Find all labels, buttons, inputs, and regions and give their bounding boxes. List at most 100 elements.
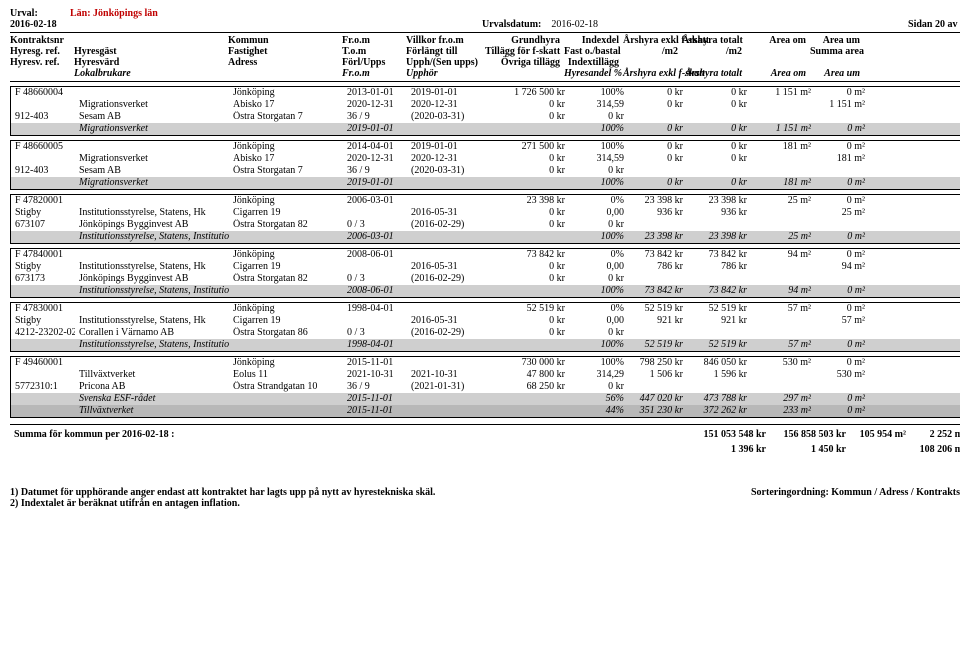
cell: 181 m²	[751, 141, 811, 153]
cell	[687, 165, 747, 177]
cell	[15, 339, 75, 351]
cell	[411, 249, 486, 261]
cell	[347, 261, 407, 273]
cell: 0 kr	[687, 177, 747, 189]
cell	[628, 219, 683, 231]
cell: 0 / 3	[347, 327, 407, 339]
cell	[628, 273, 683, 285]
cell: 1 596 kr	[687, 369, 747, 381]
cell: Jönköping	[233, 195, 343, 207]
urvalsdatum: Urvalsdatum: 2016-02-18	[210, 19, 870, 30]
cell	[869, 393, 919, 405]
col-h: Fast o./bastal	[564, 46, 619, 57]
cell	[869, 369, 919, 381]
cell: 530 m²	[815, 369, 865, 381]
cell: 1998-04-01	[347, 339, 407, 351]
col-h: Summa area	[810, 46, 860, 57]
cell: Stigby	[15, 207, 75, 219]
table-row: Migrationsverket2019-01-01100%0 kr0 kr1 …	[11, 123, 960, 135]
cell	[869, 339, 919, 351]
col-h: Upphör	[406, 68, 481, 79]
cell: Jönköpings Bygginvest AB	[79, 273, 229, 285]
table-row: F 48660005Jönköping2014-04-012019-01-012…	[11, 141, 960, 153]
cell	[490, 231, 565, 243]
column-headers: Kontraktsnr Kommun Fr.o.m Villkor fr.o.m…	[10, 35, 960, 46]
cell	[233, 231, 343, 243]
cell: 0 kr	[569, 111, 624, 123]
cell: F 49460001	[15, 357, 75, 369]
cell	[628, 327, 683, 339]
cell: 52 519 kr	[628, 303, 683, 315]
cell	[869, 249, 919, 261]
totals-v: 1 396 kr	[686, 444, 766, 455]
cell: 94 m²	[751, 249, 811, 261]
col-h: Övriga tillägg	[485, 57, 560, 68]
cell: 2016-05-31	[411, 261, 486, 273]
cell: 271 500 kr	[490, 141, 565, 153]
col-h: Area um	[810, 68, 860, 79]
cell	[490, 339, 565, 351]
cell	[869, 327, 919, 339]
cell: 0 kr	[687, 141, 747, 153]
footnote-1: 1) Datumet för upphörande anger endast a…	[10, 487, 435, 498]
cell	[628, 111, 683, 123]
cell: Migrationsverket	[79, 123, 229, 135]
cell: 912-403	[15, 165, 75, 177]
cell: 25 m²	[815, 207, 865, 219]
cell: 936 kr	[687, 207, 747, 219]
cell	[869, 177, 919, 189]
cell: 2008-06-01	[347, 285, 407, 297]
cell	[411, 303, 486, 315]
cell	[79, 141, 229, 153]
cell: 25 m²	[751, 195, 811, 207]
divider	[10, 424, 960, 425]
cell: 23 398 kr	[490, 195, 565, 207]
cell: 94 m²	[751, 285, 811, 297]
cell: 52 519 kr	[687, 303, 747, 315]
cell: Sesam AB	[79, 165, 229, 177]
cell	[79, 357, 229, 369]
cell: (2016-02-29)	[411, 273, 486, 285]
cell: 372 262 kr	[687, 405, 747, 417]
table-row: 4212-23202-02Corallen i Värnamo ABÖstra …	[11, 327, 960, 339]
cell	[411, 195, 486, 207]
cell: 0 kr	[490, 327, 565, 339]
cell	[751, 261, 811, 273]
cell	[15, 231, 75, 243]
cell: Abisko 17	[233, 99, 343, 111]
cell: Östra Storgatan 7	[233, 111, 343, 123]
cell: F 47820001	[15, 195, 75, 207]
cell: 100%	[569, 231, 624, 243]
table-row: 673173Jönköpings Bygginvest ABÖstra Stor…	[11, 273, 960, 285]
cell: 0 m²	[815, 303, 865, 315]
cell: 1998-04-01	[347, 303, 407, 315]
cell: 5772310:1	[15, 381, 75, 393]
cell	[347, 207, 407, 219]
cell	[411, 393, 486, 405]
cell: 0 kr	[569, 327, 624, 339]
cell: Pricona AB	[79, 381, 229, 393]
cell	[815, 273, 865, 285]
cell: 0 kr	[490, 261, 565, 273]
cell: 0 m²	[815, 357, 865, 369]
cell	[687, 111, 747, 123]
table-row: StigbyInstitutionsstyrelse, Statens, HkC…	[11, 261, 960, 273]
totals-row: Summa för kommun per 2016-02-18 : 151 05…	[10, 427, 960, 442]
divider	[10, 81, 960, 82]
cell	[751, 219, 811, 231]
cell: 0%	[569, 195, 624, 207]
cell	[751, 99, 811, 111]
cell	[233, 393, 343, 405]
cell	[233, 339, 343, 351]
page-number: Sidan 20 av 34	[870, 19, 960, 30]
cell: 2020-12-31	[411, 153, 486, 165]
col-h: Hyresv. ref.	[10, 57, 70, 68]
cell	[751, 381, 811, 393]
cell: 0,00	[569, 207, 624, 219]
col-h: Adress	[228, 57, 338, 68]
cell: 2019-01-01	[347, 177, 407, 189]
cell	[815, 327, 865, 339]
cell	[411, 177, 486, 189]
cell: 447 020 kr	[628, 393, 683, 405]
cell: 0 m²	[815, 195, 865, 207]
